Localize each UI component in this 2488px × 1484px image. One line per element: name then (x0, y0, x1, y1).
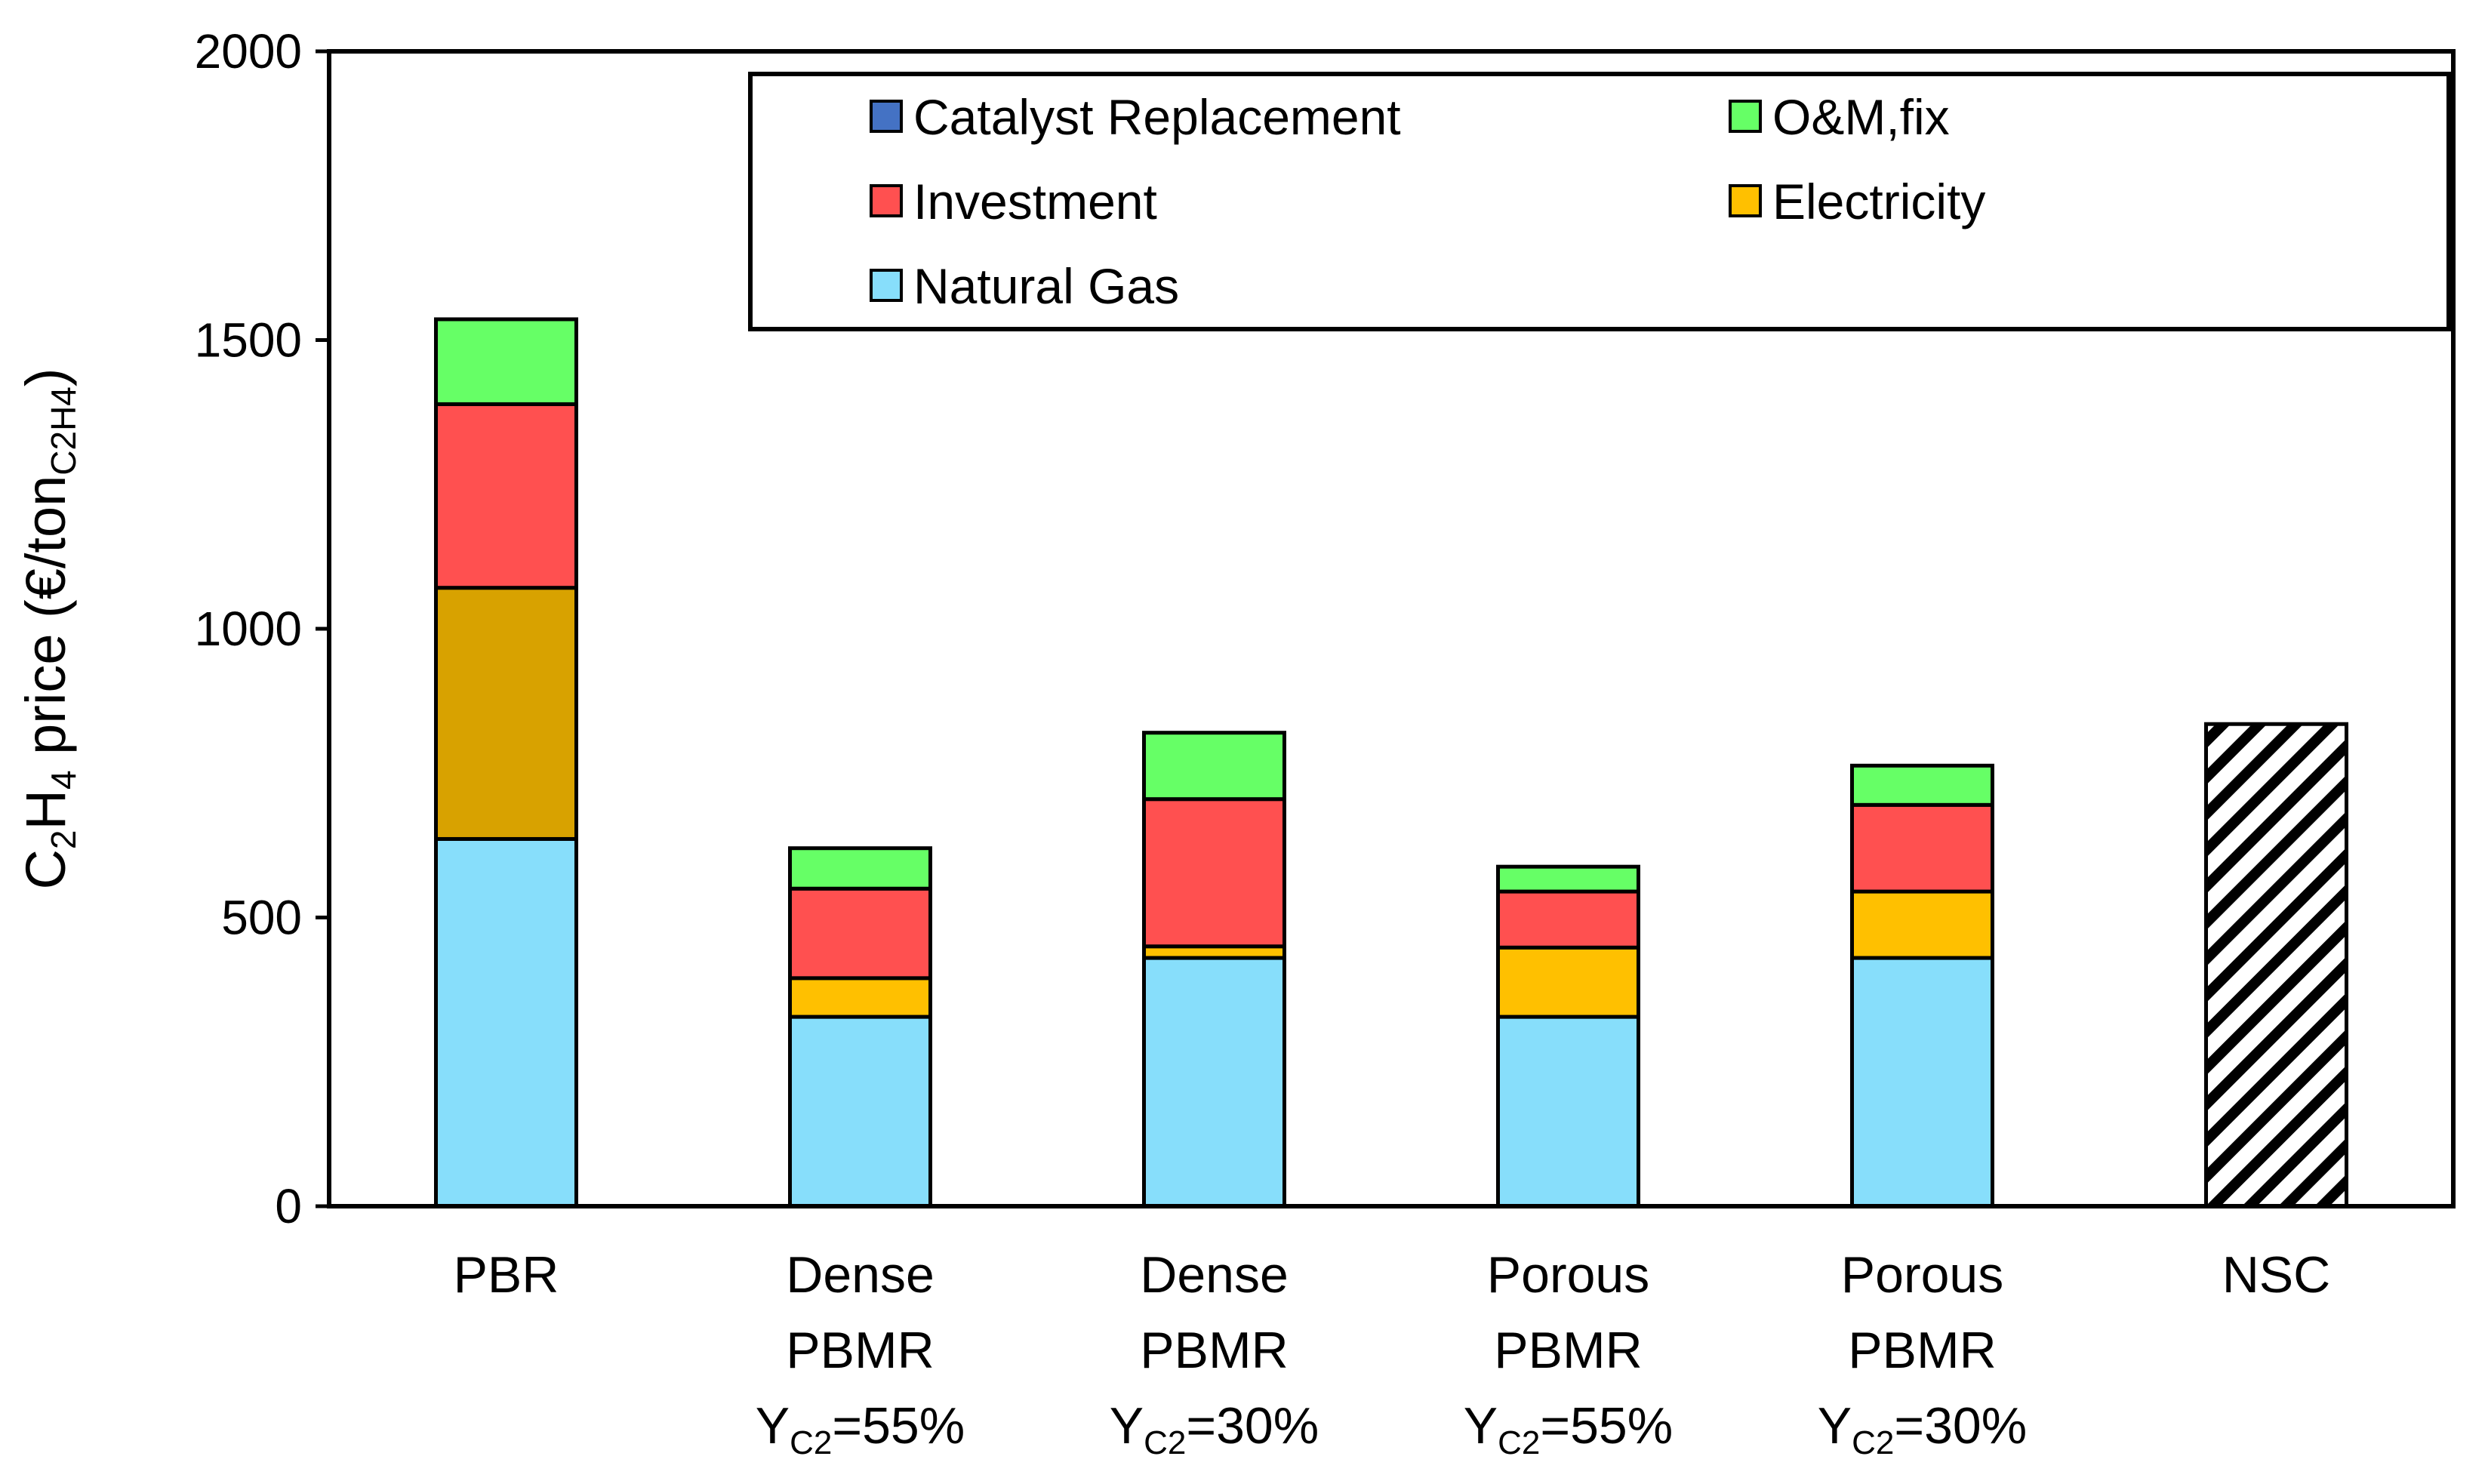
y-tick-label: 500 (221, 891, 302, 945)
bar-segment-natural-gas-0 (434, 836, 578, 1208)
bar-segment-o-m-fix-1 (788, 846, 932, 891)
y-tick-label: 1000 (195, 602, 302, 656)
x-category-label: PBMR (1494, 1322, 1642, 1379)
bar-nsc-reference (2204, 722, 2348, 1208)
bar-segment-electricity-0 (434, 586, 578, 841)
x-category-label: PBMR (1848, 1322, 1996, 1379)
x-category-label: NSC (2222, 1246, 2331, 1304)
bar-segment-investment-4 (1850, 802, 1994, 894)
bar-segment-o-m-fix-4 (1850, 763, 1994, 807)
legend-label-electricity: Electricity (1772, 174, 1985, 229)
bar-segment-investment-0 (434, 402, 578, 590)
bar-segment-investment-3 (1496, 889, 1640, 950)
legend-swatch-catalyst-replacement (870, 100, 903, 133)
bar-segment-investment-2 (1142, 797, 1286, 949)
x-category-label: Porous (1841, 1246, 2003, 1304)
legend-box (748, 72, 2451, 331)
bar-segment-natural-gas-2 (1142, 956, 1286, 1208)
legend-swatch-o-m-fix (1729, 100, 1762, 133)
bar-segment-electricity-1 (788, 976, 932, 1019)
x-category-label: Dense (786, 1246, 935, 1304)
x-category-label: PBMR (786, 1322, 934, 1379)
bar-segment-natural-gas-3 (1496, 1014, 1640, 1208)
y-tick-label: 1500 (195, 313, 302, 368)
x-category-yield-label: YC2=55% (1464, 1397, 1673, 1461)
y-tick-label: 2000 (195, 24, 302, 79)
x-category-yield-label: YC2=30% (1818, 1397, 2027, 1461)
x-category-yield-label: YC2=55% (756, 1397, 965, 1461)
y-axis-label: C2H4 price (€/tonC2H4) (14, 368, 83, 889)
bar-segment-o-m-fix-2 (1142, 731, 1286, 802)
legend-label-natural-gas: Natural Gas (913, 258, 1179, 314)
legend-swatch-natural-gas (870, 269, 903, 302)
x-category-yield-label: YC2=30% (1110, 1397, 1319, 1461)
legend-swatch-electricity (1729, 184, 1762, 217)
x-category-label: PBR (454, 1246, 559, 1304)
legend-label-investment: Investment (913, 174, 1157, 229)
legend-label-catalyst-replacement: Catalyst Replacement (913, 89, 1401, 145)
legend-swatch-investment (870, 184, 903, 217)
bar-segment-o-m-fix-0 (434, 317, 578, 406)
y-tick-label: 0 (275, 1179, 302, 1233)
bar-segment-electricity-4 (1850, 889, 1994, 960)
bar-segment-o-m-fix-3 (1496, 864, 1640, 894)
x-category-label: Dense (1140, 1246, 1289, 1304)
bar-segment-electricity-3 (1496, 945, 1640, 1019)
bar-segment-natural-gas-1 (788, 1014, 932, 1208)
x-category-label: PBMR (1140, 1322, 1288, 1379)
legend-label-o-m-fix: O&M,fix (1772, 89, 1950, 145)
x-category-label: Porous (1487, 1246, 1649, 1304)
bar-segment-investment-1 (788, 886, 932, 981)
bar-segment-natural-gas-4 (1850, 956, 1994, 1208)
